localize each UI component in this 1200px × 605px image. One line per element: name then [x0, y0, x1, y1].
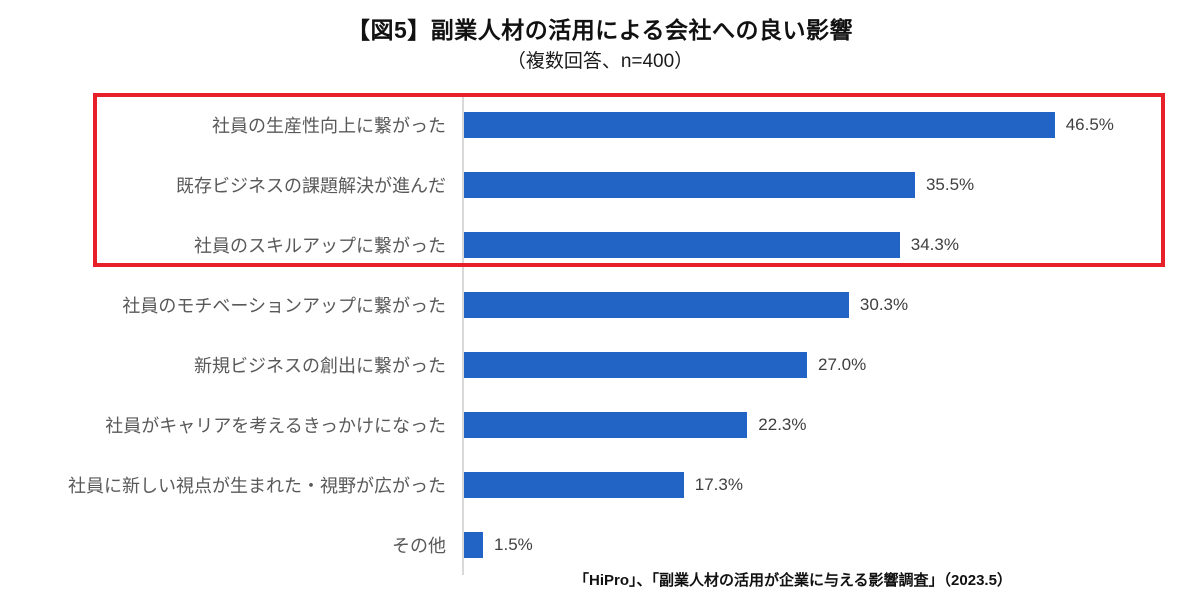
category-label: 社員のスキルアップに繋がった: [194, 236, 446, 256]
value-label: 30.3%: [859, 295, 909, 314]
value-label: 1.5%: [494, 535, 533, 554]
chart-row: 既存ビジネスの課題解決が進んだ 35.5%: [0, 155, 1200, 215]
value-label: 46.5%: [1065, 115, 1114, 134]
bar: [464, 172, 915, 198]
bar: [464, 232, 900, 258]
value-label: 22.3%: [758, 415, 807, 434]
bar: [464, 292, 849, 318]
chart-row: 社員がキャリアを考えるきっかけになった 22.3%: [0, 395, 1200, 455]
bar: [464, 412, 748, 438]
category-label: 社員がキャリアを考えるきっかけになった: [105, 416, 446, 436]
chart-row: 社員に新しい視点が生まれた・視野が広がった 17.3%: [0, 455, 1200, 515]
chart-subtitle: （複数回答、n=400）: [506, 51, 694, 72]
value-label: 27.0%: [818, 355, 867, 374]
category-label: 既存ビジネスの課題解決が進んだ: [176, 176, 446, 196]
chart-row: 社員の生産性向上に繋がった 46.5%: [0, 95, 1200, 155]
chart-row: 社員のモチベーションアップに繋がった 30.3%: [0, 275, 1200, 335]
bar: [464, 472, 684, 498]
bar-area: 30.3%: [462, 275, 1200, 335]
bar-area: 17.3%: [462, 455, 1200, 515]
chart-row: 新規ビジネスの創出に繋がった 27.0%: [0, 335, 1200, 395]
bar-area: 27.0%: [462, 335, 1200, 395]
chart-row: その他 1.5%: [0, 515, 1200, 575]
bar-area: 22.3%: [462, 395, 1200, 455]
category-label: その他: [392, 536, 446, 556]
value-label: 35.5%: [925, 175, 975, 194]
source-note: 「HiPro」、「副業人材の活用が企業に与える影響調査」（2023.5）: [574, 572, 1012, 589]
bar-area: 35.5%: [462, 155, 1200, 215]
bar: [464, 112, 1055, 138]
category-label: 社員に新しい視点が生まれた・視野が広がった: [68, 476, 446, 496]
bar-area: 46.5%: [462, 95, 1200, 155]
value-label: 34.3%: [910, 235, 959, 254]
chart-row: 社員のスキルアップに繋がった 34.3%: [0, 215, 1200, 275]
value-label: 17.3%: [694, 475, 743, 494]
plot-area: 社員の生産性向上に繋がった 46.5% 既存ビジネスの課題解決が進んだ 35.5% 社員…: [0, 95, 1200, 575]
category-label: 社員の生産性向上に繋がった: [212, 116, 446, 136]
bar-area: 34.3%: [462, 215, 1200, 275]
bar: [464, 532, 484, 558]
category-label: 社員のモチベーションアップに繋がった: [122, 296, 446, 316]
bar: [464, 352, 807, 378]
chart-title: 【図5】副業人材の活用による会社への良い影響: [346, 17, 854, 43]
bar-area: 1.5%: [462, 515, 1200, 575]
category-label: 新規ビジネスの創出に繋がった: [194, 356, 446, 376]
